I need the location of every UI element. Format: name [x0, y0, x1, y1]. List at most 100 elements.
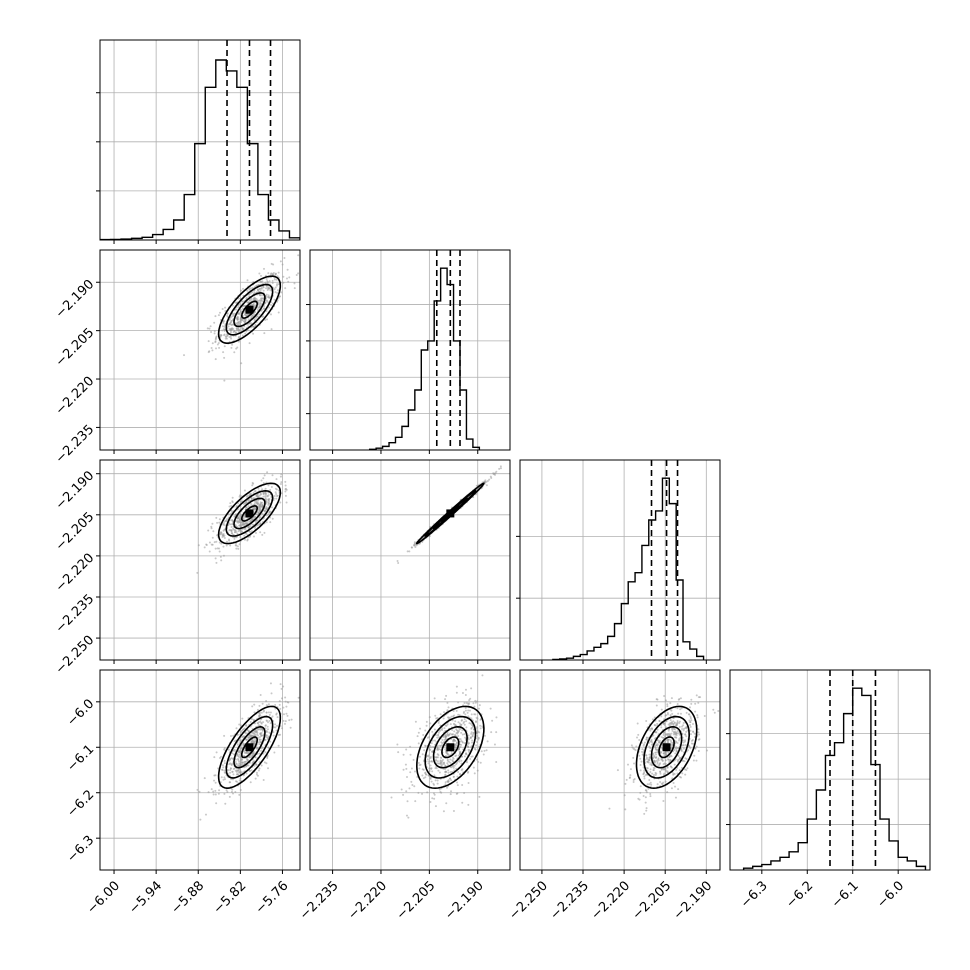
sample-point: [458, 722, 461, 725]
sample-point: [679, 712, 682, 715]
sample-point: [678, 758, 681, 761]
sample-point: [262, 315, 265, 318]
sample-point: [653, 761, 656, 764]
sample-point: [245, 751, 248, 754]
sample-point: [275, 455, 277, 457]
sample-point: [267, 703, 270, 706]
sample-point: [210, 527, 213, 530]
sample-point: [257, 288, 260, 291]
sample-point: [430, 767, 433, 770]
sample-point: [267, 306, 270, 309]
sample-point: [451, 719, 454, 722]
sample-point: [671, 728, 674, 731]
sample-point: [418, 767, 421, 770]
sample-point: [240, 326, 243, 329]
sample-point: [237, 759, 240, 762]
sample-point: [462, 722, 465, 725]
sample-point: [460, 755, 463, 758]
contour-level-3: [217, 482, 282, 545]
sample-point: [409, 745, 412, 748]
sample-point: [282, 281, 285, 284]
sample-point: [421, 792, 424, 795]
sample-point: [269, 521, 272, 524]
sample-point: [643, 812, 646, 815]
sample-point: [275, 488, 278, 491]
sample-point: [679, 708, 682, 711]
sample-point: [454, 720, 457, 723]
sample-point: [253, 730, 256, 733]
sample-point: [467, 734, 470, 737]
xtick-label-2-2: −2.220: [589, 878, 634, 923]
sample-point: [210, 788, 213, 791]
sample-point: [649, 729, 652, 732]
sample-point: [454, 724, 457, 727]
sample-point: [662, 781, 665, 784]
sample-point: [460, 759, 463, 762]
sample-point: [258, 287, 261, 290]
sample-point: [259, 504, 262, 507]
sample-point: [425, 724, 428, 727]
sample-point: [275, 729, 278, 732]
sample-point: [242, 774, 245, 777]
sample-point: [208, 327, 211, 330]
sample-point: [252, 492, 255, 495]
sample-point: [643, 741, 646, 744]
sample-point: [218, 789, 221, 792]
sample-point: [223, 333, 226, 336]
contour-level-3: [415, 705, 485, 790]
sample-point: [466, 711, 469, 714]
sample-point: [435, 717, 438, 720]
sample-point: [417, 791, 420, 794]
sample-point: [269, 682, 272, 685]
sample-point: [456, 761, 459, 764]
sample-point: [246, 301, 249, 304]
sample-point: [264, 724, 267, 727]
sample-point: [667, 751, 670, 754]
sample-point: [215, 802, 218, 805]
sample-point: [467, 709, 470, 712]
sample-point: [271, 474, 274, 477]
xtick-label-2-3: −2.205: [630, 878, 675, 923]
sample-point: [262, 721, 265, 724]
sample-point: [228, 323, 231, 326]
sample-point: [214, 358, 217, 361]
sample-point: [624, 808, 627, 811]
sample-point: [271, 279, 274, 282]
sample-point: [223, 356, 226, 359]
hist-2-bars: [552, 477, 705, 660]
sample-point: [222, 328, 225, 331]
sample-point: [439, 724, 442, 727]
sample-point: [410, 546, 413, 549]
sample-point: [684, 739, 687, 742]
sample-point: [439, 762, 442, 765]
sample-point: [238, 515, 241, 518]
sample-point: [260, 764, 263, 767]
sample-point: [212, 790, 215, 793]
sample-point: [656, 761, 659, 764]
sample-point: [413, 785, 416, 788]
sample-point: [236, 316, 239, 319]
sample-point: [638, 738, 641, 741]
hist-3-bars: [742, 687, 927, 870]
sample-point: [665, 733, 668, 736]
sample-point: [682, 721, 685, 724]
sample-point: [253, 733, 256, 736]
sample-point: [263, 474, 266, 477]
sample-point: [224, 778, 227, 781]
sample-point: [276, 292, 279, 295]
sample-point: [697, 701, 700, 704]
sample-point: [258, 509, 261, 512]
sample-point: [231, 770, 234, 773]
contour-level-2: [424, 715, 477, 779]
sample-point: [285, 705, 288, 708]
sample-point: [400, 788, 403, 791]
sample-point: [250, 497, 253, 500]
sample-point: [277, 283, 280, 286]
sample-point: [252, 535, 255, 538]
sample-point: [247, 525, 250, 528]
sample-point: [690, 702, 693, 705]
sample-point: [223, 524, 226, 527]
sample-point: [270, 304, 273, 307]
sample-point: [446, 701, 449, 704]
sample-point: [283, 722, 286, 725]
